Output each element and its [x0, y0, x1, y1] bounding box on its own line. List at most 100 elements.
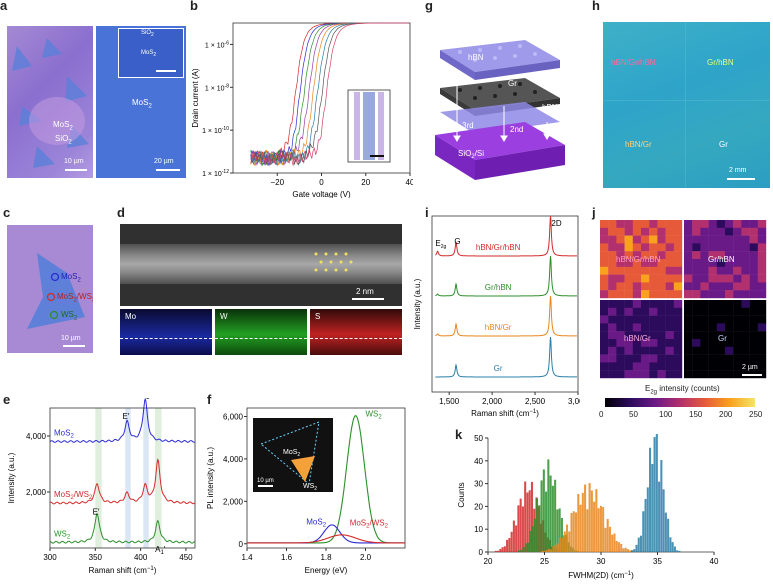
chart-k-bar [575, 512, 578, 552]
panel-a-inset [118, 28, 184, 78]
panel-label-c: c [3, 205, 11, 220]
chart-f-inset [253, 418, 333, 492]
chart-b-inset-electrode-left [354, 92, 360, 160]
chart-k-bar [608, 526, 611, 552]
panel-j-map-3 [600, 300, 683, 379]
panel-j-colorbar-tick: 150 [689, 410, 703, 419]
panel-g-label-hbn-top: hBN [468, 53, 484, 62]
chart-k-bar [510, 531, 513, 552]
chart-k-bar [633, 549, 636, 552]
chart-k-bar [678, 550, 681, 552]
chart-i-ylabel: Intensity (a.u.) [413, 278, 422, 329]
panel-a-flakes [12, 38, 89, 168]
chart-k-bar [547, 459, 550, 552]
chart-k-bar [533, 518, 536, 552]
chart-k-ytick-label: 0 [479, 548, 484, 557]
chart-k-bar [660, 459, 663, 552]
chart-f-inset-ws2: WS2 [303, 483, 317, 492]
chart-k-bar [565, 524, 569, 552]
chart-k-xtick-label: 40 [710, 557, 719, 566]
chart-k-bar [655, 434, 658, 552]
panel-d-scalebar [352, 298, 384, 300]
panel-j-colorbar-tick: 100 [659, 410, 673, 419]
chart-b-xlabel: Gate voltage (V) [292, 190, 351, 198]
chart-f-xtick-label: 2.0 [360, 553, 372, 562]
panel-c-image: MoS2 MoS2/WS2 WS2 10 µm [7, 225, 93, 353]
panel-j-label-1: hBN/Gr/hBN [616, 255, 661, 264]
chart-k-bar [644, 498, 647, 552]
panel-j-scale-text: 2 µm [742, 364, 758, 371]
chart-k-bar [649, 447, 652, 552]
chart-b-ylabel: Drain current (A) [191, 68, 200, 127]
chart-k-ytick-label: 10 [474, 525, 483, 534]
chart-i: 1,500 2,000 2,500 3,000 Raman shift (cm−1) In… [413, 215, 580, 418]
chart-f-inset-outer-triangle [260, 421, 320, 485]
panel-g-label-substrate: SiO2/Si [458, 149, 484, 160]
layer-substrate [435, 122, 565, 160]
chart-f-ytick-label: 2,000 [223, 497, 244, 506]
panel-a-inset-mos2: MoS [141, 50, 154, 56]
panel-j-colorbar [605, 398, 755, 407]
chart-k-bar [545, 550, 548, 552]
chart-k-bar [615, 541, 618, 552]
chart-f-inset-mos2: MoS2 [283, 449, 300, 458]
panel-c-scalebar [63, 345, 85, 347]
chart-i-series-3 [435, 295, 577, 337]
panel-a-right-image: SiO2 MoS2 MoS2 20 µm [96, 26, 186, 178]
chart-k-series-3 [541, 483, 634, 552]
panel-d-map-w: W [215, 309, 307, 355]
chart-b-ytick-label: 1 × 10-6 [205, 40, 229, 49]
panel-j-map-2 [684, 220, 767, 299]
chart-e-band [125, 408, 131, 548]
panel-g-label-hbn-bottom: hBN [542, 103, 558, 112]
chart-b-ytick-label: 1 × 10-10 [202, 126, 229, 135]
chart-k-bar [530, 481, 533, 552]
chart-e-band [95, 408, 102, 548]
chart-k-bar [563, 531, 566, 552]
chart-k-ytick-label: 30 [474, 480, 483, 489]
chart-k-bar [520, 549, 523, 552]
panel-h-scalebar [727, 178, 755, 180]
chart-k-xlabel: FWHM(2D) (cm−1) [568, 571, 634, 580]
chart-k-ylabel: Counts [457, 482, 466, 507]
chart-e-xtick-label: 350 [89, 553, 103, 562]
chart-k-bar [673, 546, 676, 552]
chart-k-bar [503, 546, 506, 552]
chart-i-xtick-label: 3,000 [568, 397, 580, 406]
chart-k-bar [613, 533, 616, 552]
chart-k-bar [536, 498, 539, 552]
chart-f-series-3 [247, 534, 405, 544]
panel-a-right-scalebar [156, 169, 180, 171]
panel-label-g: g [425, 0, 433, 13]
chart-i-series-label-2: Gr/hBN [485, 283, 512, 292]
panel-a-right-mos2: MoS [132, 98, 149, 107]
chart-e-ylabel: Intensity (a.u.) [7, 452, 16, 503]
panel-c-label-3-sub: 2 [73, 315, 78, 322]
chart-b-xtick-label: 0 [319, 178, 324, 187]
chart-i-series-4 [435, 336, 577, 378]
panel-a-mos2-label: MoS [53, 120, 70, 129]
chart-k-xtick-label: 25 [540, 557, 549, 566]
chart-k-bar [526, 542, 530, 552]
panel-a-sio2-sub: 2 [68, 139, 72, 146]
chart-k-xtick-label: 30 [597, 557, 606, 566]
chart-k-bar [604, 527, 607, 552]
chart-k-bar [508, 537, 511, 552]
chart-b-ytick-label: 1 × 10-8 [205, 83, 229, 92]
panel-a-left-scalebar [65, 169, 87, 171]
panel-label-i: i [425, 205, 429, 220]
chart-e-annot-e-top: E′ [123, 412, 130, 421]
chart-i-series-2 [435, 255, 577, 297]
chart-k-bar [617, 542, 621, 552]
chart-k-bar [676, 550, 679, 552]
panel-a-inset-sio2-sub: 2 [151, 32, 154, 39]
chart-e-annot-a1-top: A1′ [141, 398, 152, 401]
chart-k-bar [522, 547, 525, 552]
panel-j-label-4: Gr [718, 334, 727, 343]
panel-a-inset-scalebar [156, 70, 176, 72]
panel-c-marker-1 [50, 272, 60, 282]
chart-e-annot-e-bottom: E′ [93, 507, 100, 516]
chart-k-bar [629, 550, 632, 552]
chart-k-bar [664, 512, 667, 552]
chart-e-series-3 [49, 512, 196, 544]
